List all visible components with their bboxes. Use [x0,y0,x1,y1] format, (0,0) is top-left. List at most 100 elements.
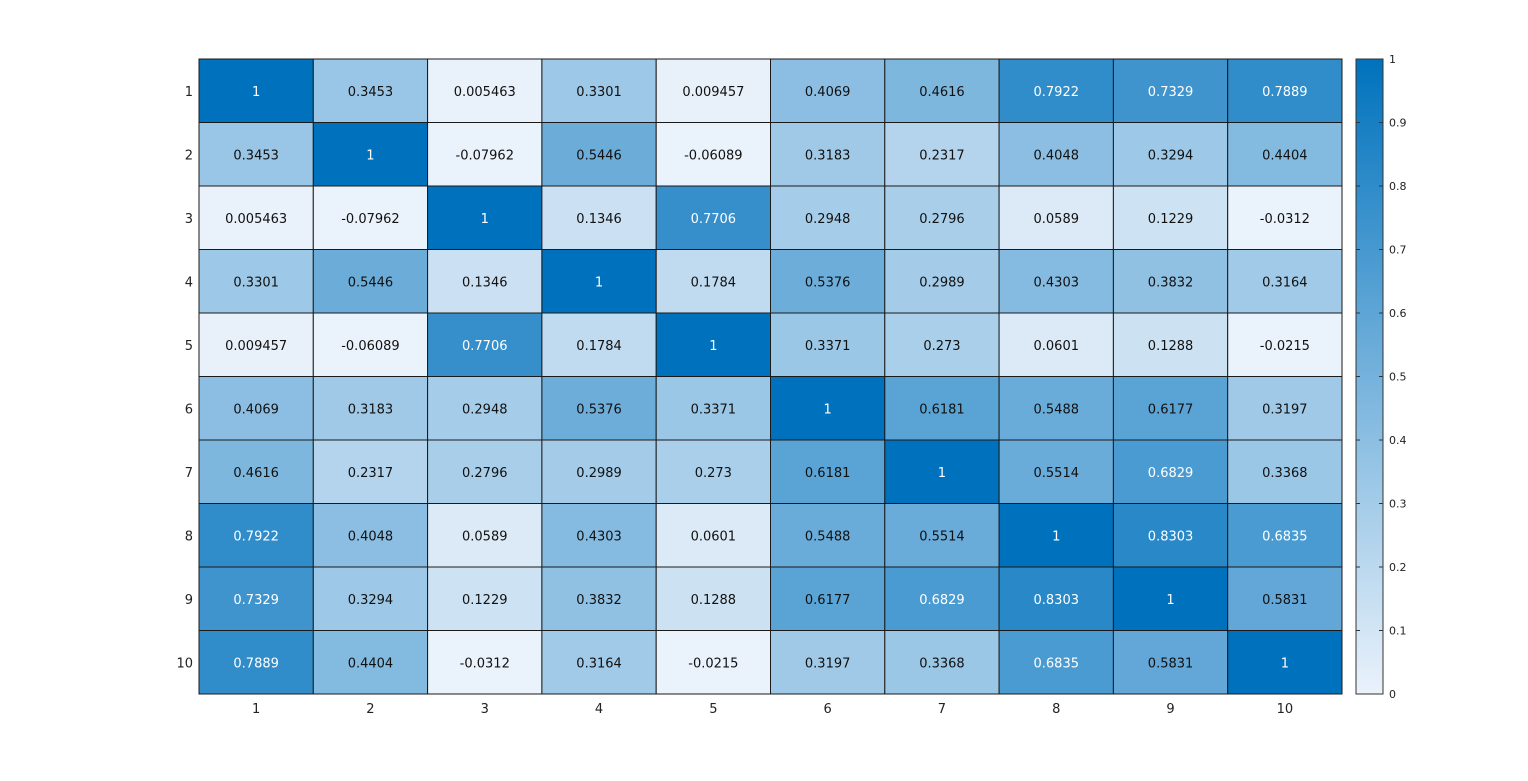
cell-value-label: 0.4404 [1262,148,1308,163]
heatmap-cell [770,58,886,123]
cell-value-label: 0.1346 [576,212,622,227]
heatmap-cell [312,58,429,123]
heatmap-cell [655,630,772,695]
cell-value-label: 1 [709,339,717,354]
cell-value-label: 0.6177 [1148,402,1194,417]
cell-value-label: 0.3453 [348,85,394,100]
cell-value-label: 0.3371 [691,402,737,417]
x-axis-ticks: 1 2 3 4 5 6 7 8 9 10 [252,702,1293,717]
heatmap-cell [427,503,543,568]
cell-value-label: 0.3197 [805,656,851,671]
cell-value-label: 0.6177 [805,593,851,608]
heatmap-cell [655,249,772,314]
cell-value-label: 0.7706 [462,339,508,354]
heatmap-cell [655,58,772,123]
cell-value-label: 0.5514 [1034,466,1080,481]
cell-value-label: 1 [252,85,260,100]
cell-value-label: 0.1288 [1148,339,1194,354]
heatmap-cell [998,249,1114,314]
heatmap-cell [1112,630,1229,695]
heatmap-cell [1112,312,1229,377]
cell-value-label: 0.3453 [233,148,279,163]
cell-value-label: 0.005463 [225,212,287,227]
heatmap-cell [770,376,886,441]
cell-value-label: 0.5514 [919,529,965,544]
y-tick-label: 6 [185,402,193,417]
colorbar-tick-label: 1 [1389,53,1396,66]
x-tick-label: 3 [481,702,489,717]
cell-value-label: 0.009457 [682,85,744,100]
cell-value-label: 0.1229 [462,593,508,608]
cell-value-label: 0.2796 [462,466,508,481]
cell-value-label: 0.7329 [233,593,279,608]
heatmap-cell [1227,630,1343,695]
cell-value-label: 0.3301 [576,85,622,100]
cell-value-label: 0.1784 [691,275,737,290]
heatmap-cell [1227,503,1343,568]
cell-value-label: 0.4048 [1034,148,1080,163]
cell-value-label: 0.0601 [1034,339,1080,354]
cell-value-label: 0.3832 [1148,275,1194,290]
y-tick-label: 4 [185,275,193,290]
heatmap-cell [655,185,772,250]
colorbar-tick-label: 0.7 [1389,244,1407,257]
cell-value-label: 0.4303 [576,529,622,544]
y-tick-label: 7 [185,466,193,481]
cell-value-label: -0.0215 [688,656,738,671]
heatmap-cell [1227,312,1343,377]
heatmap-cell [427,122,543,187]
cell-value-label: -0.0312 [1260,212,1310,227]
heatmap-cell [1112,439,1229,504]
cell-value-label: 0.4069 [805,85,851,100]
cell-value-label: 0.3294 [348,593,394,608]
x-tick-label: 1 [252,702,260,717]
heatmap-cell [541,503,657,568]
heatmap-cell [198,58,314,123]
heatmap-cell [998,122,1114,187]
x-tick-label: 8 [1052,702,1060,717]
heatmap-cell [312,312,429,377]
colorbar: 0 0.1 0.2 0.3 0.4 0.5 0.6 0.7 0.8 0.9 1 [1355,53,1407,701]
cell-value-label: 1 [1166,593,1174,608]
heatmap-cell [427,566,543,631]
cell-value-label: 0.3368 [1262,466,1308,481]
heatmap-cell [884,249,1000,314]
heatmap-cell [884,312,1000,377]
cell-value-label: 0.4069 [233,402,279,417]
cell-value-label: 0.2989 [919,275,965,290]
cell-value-label: 0.6829 [919,593,965,608]
heatmap-cell [1227,566,1343,631]
y-axis-ticks: 1 2 3 4 5 6 7 8 9 10 [176,85,193,672]
heatmap-cell [541,376,657,441]
cell-value-label: 1 [595,275,603,290]
cell-value-label: 0.009457 [225,339,287,354]
heatmap-cell [1112,185,1229,250]
y-tick-label: 9 [185,593,193,608]
cell-value-label: 0.3197 [1262,402,1308,417]
cell-value-label: 0.3164 [576,656,622,671]
heatmap-cell [1227,249,1343,314]
heatmap-cell [884,439,1000,504]
cell-value-label: 0.3164 [1262,275,1308,290]
cell-value-label: 0.1346 [462,275,508,290]
cell-value-label: 0.1288 [691,593,737,608]
cell-value-label: 0.2317 [919,148,965,163]
cell-value-label: -0.0215 [1260,339,1310,354]
cell-value-label: 0.4404 [348,656,394,671]
heatmap-cell [884,185,1000,250]
heatmap-cell [541,630,657,695]
colorbar-tick-label: 0.9 [1389,117,1407,130]
heatmap-cell [1112,122,1229,187]
colorbar-tick-label: 0.1 [1389,625,1407,638]
heatmap-cell [312,185,429,250]
cell-value-label: 0.4616 [919,85,965,100]
colorbar-tick-label: 0.8 [1389,180,1407,193]
cell-value-label: 1 [824,402,832,417]
cell-value-label: 1 [481,212,489,227]
heatmap-cell [998,185,1114,250]
cell-value-label: 0.6181 [805,466,851,481]
cell-value-label: 0.6835 [1262,529,1308,544]
heatmap-cell [770,630,886,695]
cell-value-label: 0.3301 [233,275,279,290]
y-tick-label: 8 [185,529,193,544]
